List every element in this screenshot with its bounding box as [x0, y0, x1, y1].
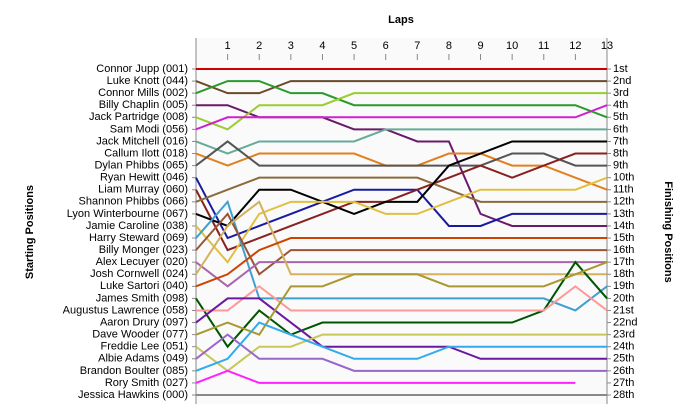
finish-label: 11th	[613, 184, 634, 196]
driver-label: Aaron Drury (097)	[100, 316, 188, 328]
x-tick-label: 5	[351, 40, 357, 52]
finish-label: 6th	[613, 123, 628, 135]
finish-label: 27th	[613, 377, 634, 389]
x-tick-label: 11	[538, 40, 549, 52]
driver-label: Billy Monger (023)	[99, 244, 188, 256]
x-tick-label: 1	[225, 40, 231, 52]
driver-label: Callum Ilott (018)	[104, 147, 188, 159]
driver-label: Brandon Boulter (085)	[80, 365, 188, 377]
driver-line	[195, 333, 607, 372]
y-axis-title-right: Finishing Positions	[662, 181, 674, 282]
driver-line	[195, 128, 607, 155]
finish-label: 25th	[613, 353, 634, 365]
driver-line	[195, 80, 607, 95]
driver-line	[195, 177, 607, 240]
driver-label: Connor Mills (002)	[98, 87, 188, 99]
driver-line	[195, 199, 608, 312]
finish-label: 28th	[613, 389, 634, 401]
finish-label: 5th	[613, 111, 628, 123]
driver-line	[195, 261, 607, 288]
driver-label: Shannon Phibbs (066)	[79, 196, 188, 208]
driver-label: Dave Wooder (077)	[92, 329, 188, 341]
finish-label: 10th	[613, 172, 634, 184]
finish-label: 22nd	[613, 316, 637, 328]
x-tick-label: 9	[477, 40, 483, 52]
y-axis-title-left: Starting Positions	[24, 185, 36, 279]
driver-line	[195, 140, 607, 228]
finish-label: 20th	[613, 292, 634, 304]
finish-label: 15th	[613, 232, 634, 244]
driver-label: Ryan Hewitt (046)	[100, 172, 188, 184]
driver-line	[195, 297, 607, 360]
plot-area	[196, 38, 607, 404]
finish-label: 3rd	[613, 87, 629, 99]
driver-label: James Smith (098)	[96, 292, 188, 304]
x-tick-label: 6	[383, 40, 389, 52]
x-tick-label: 12	[569, 40, 581, 52]
driver-line	[195, 369, 576, 384]
finish-label: 14th	[613, 220, 634, 232]
finish-label: 2nd	[613, 75, 631, 87]
driver-line	[195, 212, 607, 276]
driver-label: Albie Adams (049)	[98, 353, 188, 365]
driver-line	[195, 261, 608, 336]
driver-label: Harry Steward (069)	[89, 232, 188, 244]
driver-label: Jack Partridge (008)	[89, 111, 188, 123]
finish-label: 23rd	[613, 329, 635, 341]
x-tick-label: 13	[601, 40, 613, 52]
finish-label: 18th	[613, 268, 634, 280]
driver-line	[196, 285, 608, 312]
driver-label: Rory Smith (027)	[105, 377, 188, 389]
driver-line	[195, 237, 607, 288]
driver-label: Dylan Phibbs (065)	[94, 159, 188, 171]
driver-label: Sam Modi (056)	[110, 123, 188, 135]
x-tick-label: 2	[256, 40, 262, 52]
driver-line	[195, 260, 608, 349]
driver-line	[195, 321, 607, 372]
finish-label: 26th	[613, 365, 634, 377]
finish-label: 24th	[613, 341, 634, 353]
driver-line	[195, 80, 608, 119]
driver-label: Freddie Lee (051)	[101, 341, 188, 353]
driver-label: Alex Lecuyer (020)	[96, 256, 188, 268]
finish-label: 8th	[613, 147, 628, 159]
x-tick-label: 3	[288, 40, 294, 52]
finish-label: 1st	[613, 63, 628, 75]
driver-label: Liam Murray (060)	[98, 184, 188, 196]
driver-label: Connor Jupp (001)	[96, 63, 188, 75]
driver-label: Luke Sartori (040)	[100, 280, 188, 292]
driver-label: Luke Knott (044)	[107, 75, 188, 87]
driver-label: Lyon Winterbourne (067)	[67, 208, 188, 220]
driver-line	[195, 140, 607, 167]
x-tick-label: 10	[506, 40, 518, 52]
driver-label: Jamie Caroline (038)	[86, 220, 188, 232]
finish-label: 21st	[613, 304, 634, 316]
finish-label: 9th	[613, 159, 628, 171]
driver-line	[195, 104, 608, 131]
x-tick-label: 4	[319, 40, 325, 52]
finish-label: 13th	[613, 208, 634, 220]
driver-line	[195, 176, 607, 203]
driver-label: Augustus Lawrence (058)	[63, 304, 188, 316]
x-tick-label: 7	[414, 40, 420, 52]
driver-label: Jessica Hawkins (000)	[78, 389, 188, 401]
chart-title: Laps	[388, 14, 414, 26]
finish-label: 7th	[613, 135, 628, 147]
finish-label: 12th	[613, 196, 634, 208]
driver-line	[195, 152, 607, 252]
driver-line	[195, 333, 607, 373]
finish-label: 17th	[613, 256, 634, 268]
driver-label: Jack Mitchell (016)	[96, 135, 188, 147]
driver-label: Billy Chaplin (005)	[99, 99, 188, 111]
finish-label: 4th	[613, 99, 628, 111]
finish-label: 19th	[613, 280, 634, 292]
finish-label: 16th	[613, 244, 634, 256]
driver-line	[195, 92, 607, 131]
driver-label: Josh Cornwell (024)	[90, 268, 188, 280]
x-tick-label: 8	[446, 40, 452, 52]
